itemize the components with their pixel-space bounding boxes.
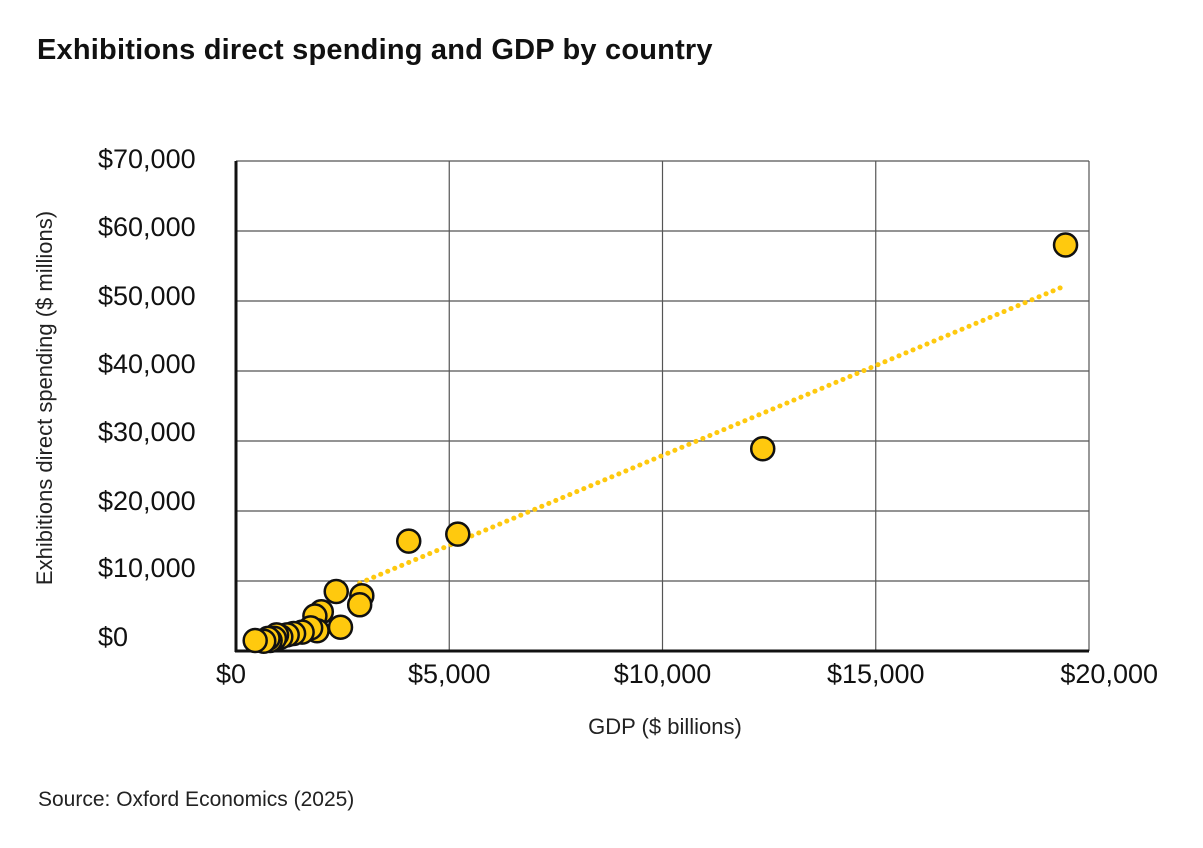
chart-title: Exhibitions direct spending and GDP by c… — [37, 34, 713, 66]
y-tick-label: $70,000 — [98, 144, 196, 174]
trendline — [357, 283, 1069, 586]
axes — [234, 161, 1089, 653]
points-group — [242, 232, 1079, 654]
grid-lines — [235, 160, 1090, 652]
x-tick-label: $20,000 — [1060, 659, 1158, 689]
data-point-2 — [445, 521, 471, 547]
data-point-3 — [395, 528, 422, 554]
data-point-21 — [242, 627, 268, 654]
y-tick-label: $60,000 — [98, 212, 196, 242]
data-point-0 — [1052, 232, 1079, 258]
x-tick-labels: $0 $5,000 $10,000 $15,000 $20,000 — [216, 659, 1158, 689]
source-note: Source: Oxford Economics (2025) — [38, 788, 355, 811]
y-tick-label: $50,000 — [98, 281, 196, 311]
x-tick-label: $10,000 — [614, 659, 712, 689]
x-tick-label: $0 — [216, 659, 246, 689]
data-point-6 — [346, 592, 373, 618]
y-tick-label: $40,000 — [98, 349, 196, 379]
y-tick-label: $0 — [98, 622, 128, 652]
y-tick-label: $30,000 — [98, 417, 196, 447]
trendline-group — [357, 283, 1069, 586]
data-point-4 — [323, 578, 349, 605]
y-tick-labels: $0 $10,000 $20,000 $30,000 $40,000 $50,000 $60… — [98, 144, 196, 652]
x-tick-label: $5,000 — [408, 659, 491, 689]
y-tick-label: $10,000 — [98, 553, 196, 583]
data-point-1 — [749, 435, 776, 462]
data-point-9 — [327, 614, 354, 640]
y-tick-label: $20,000 — [98, 486, 196, 516]
x-tick-label: $15,000 — [827, 659, 925, 689]
y-axis-label: Exhibitions direct spending ($ millions) — [32, 211, 57, 585]
x-axis-label: GDP ($ billions) — [588, 714, 742, 739]
